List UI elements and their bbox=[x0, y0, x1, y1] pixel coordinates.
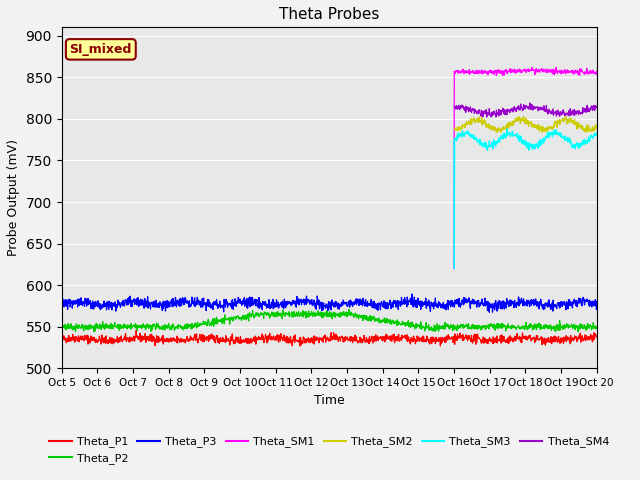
Theta_P3 bbox=[362, 303, 370, 309]
Theta_P3 bbox=[408, 291, 416, 297]
Y-axis label: Probe Output (mV): Probe Output (mV) bbox=[7, 139, 20, 256]
Theta_P3 bbox=[305, 298, 313, 303]
Line: Theta_SM1: Theta_SM1 bbox=[454, 68, 596, 269]
Theta_SM3 bbox=[593, 131, 600, 136]
Line: Theta_SM4: Theta_SM4 bbox=[454, 103, 596, 117]
Line: Theta_SM3: Theta_SM3 bbox=[454, 129, 596, 269]
Theta_P3 bbox=[486, 310, 493, 315]
Theta_P1 bbox=[132, 327, 140, 333]
Line: Theta_P2: Theta_P2 bbox=[61, 310, 596, 332]
Theta_P2 bbox=[305, 311, 313, 317]
Theta_P3 bbox=[285, 301, 292, 307]
Theta_P1 bbox=[306, 336, 314, 342]
Theta_SM1 bbox=[593, 69, 600, 74]
Theta_P1 bbox=[296, 336, 304, 341]
Theta_P3 bbox=[296, 298, 303, 303]
Theta_P1 bbox=[363, 339, 371, 345]
Theta_P1 bbox=[99, 337, 107, 343]
Line: Theta_SM2: Theta_SM2 bbox=[454, 117, 596, 132]
Theta_P1 bbox=[593, 334, 600, 340]
Theta_P3 bbox=[593, 304, 600, 310]
Theta_SM2 bbox=[593, 124, 600, 130]
Theta_P2 bbox=[121, 322, 129, 327]
Line: Theta_P3: Theta_P3 bbox=[61, 294, 596, 312]
Theta_P2 bbox=[99, 324, 107, 329]
Theta_P3 bbox=[58, 305, 65, 311]
Theta_SM4 bbox=[593, 104, 600, 109]
Legend: Theta_P1, Theta_P2, Theta_P3, Theta_SM1, Theta_SM2, Theta_SM3, Theta_SM4: Theta_P1, Theta_P2, Theta_P3, Theta_SM1,… bbox=[45, 432, 614, 468]
Title: Theta Probes: Theta Probes bbox=[279, 7, 380, 22]
Theta_P3 bbox=[121, 300, 129, 306]
Theta_P1 bbox=[285, 336, 293, 342]
X-axis label: Time: Time bbox=[314, 394, 344, 407]
Theta_P2 bbox=[296, 313, 303, 319]
Theta_P2 bbox=[345, 307, 353, 312]
Text: SI_mixed: SI_mixed bbox=[70, 43, 132, 56]
Theta_P1 bbox=[296, 343, 304, 349]
Theta_P1 bbox=[58, 336, 65, 341]
Theta_P2 bbox=[593, 324, 600, 330]
Theta_P2 bbox=[363, 312, 371, 318]
Theta_P2 bbox=[58, 323, 65, 328]
Line: Theta_P1: Theta_P1 bbox=[61, 330, 596, 346]
Theta_P2 bbox=[574, 329, 582, 335]
Theta_P3 bbox=[99, 303, 107, 309]
Theta_P1 bbox=[121, 334, 129, 339]
Theta_P2 bbox=[285, 311, 292, 317]
